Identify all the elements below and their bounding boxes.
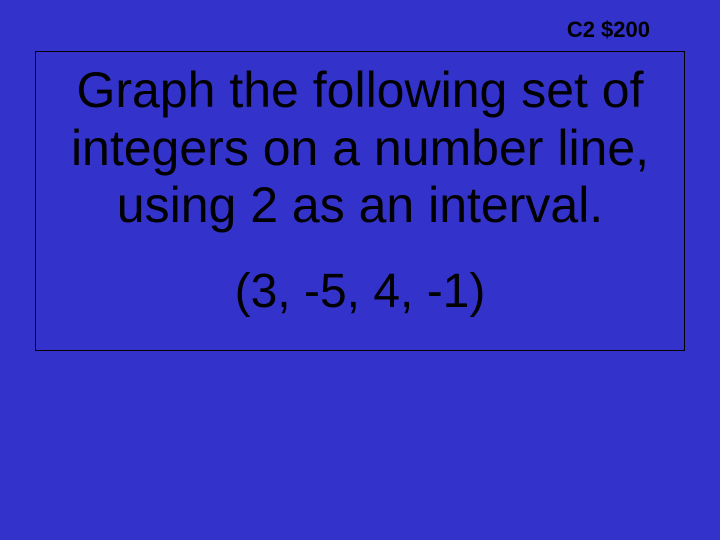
slide-container: C2 $200 Graph the following set of integ…: [0, 0, 720, 540]
slide-header: C2 $200: [30, 15, 690, 51]
category-value-label: C2 $200: [567, 17, 650, 42]
question-box: Graph the following set of integers on a…: [35, 51, 685, 351]
values-text: (3, -5, 4, -1): [46, 263, 674, 321]
question-text: Graph the following set of integers on a…: [46, 62, 674, 235]
